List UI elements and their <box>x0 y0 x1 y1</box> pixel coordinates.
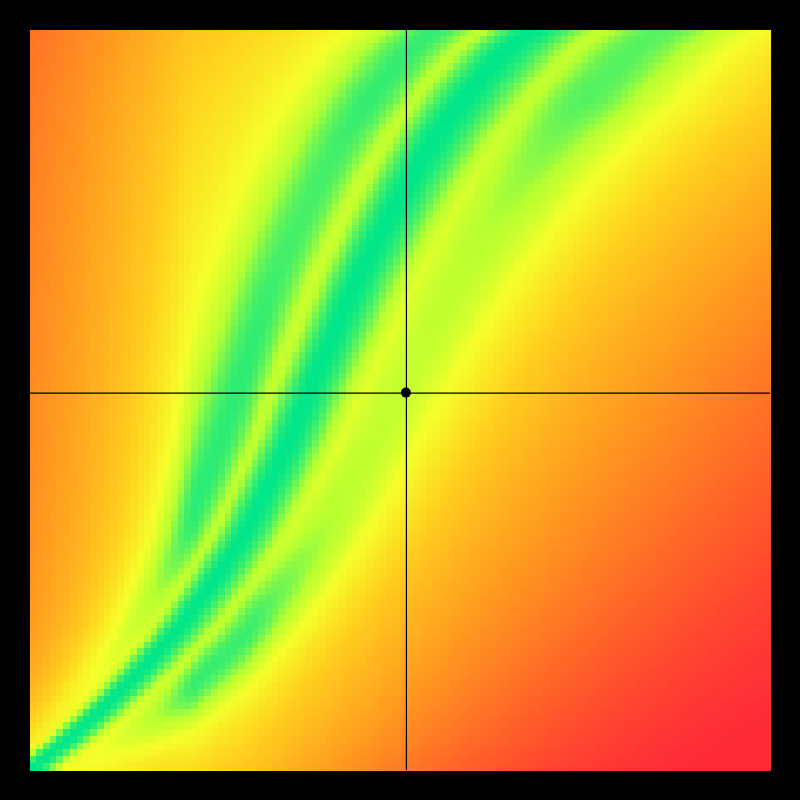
bottleneck-heatmap <box>0 0 800 800</box>
watermark-text: TheBottleneck.com <box>585 6 788 32</box>
chart-root: TheBottleneck.com <box>0 0 800 800</box>
